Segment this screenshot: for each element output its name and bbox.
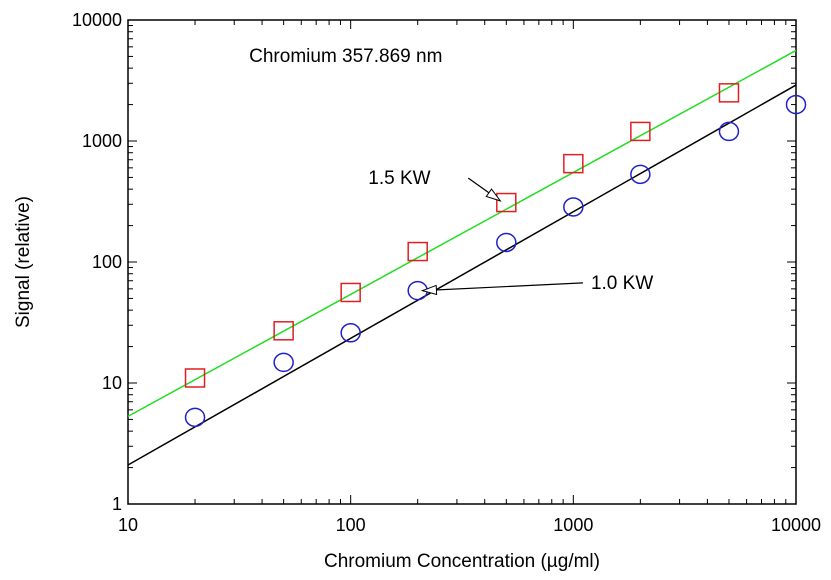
chart-annotation-text: Chromium 357.869 nm xyxy=(249,46,442,67)
square-marker xyxy=(273,321,294,341)
y-tick-label: 10 xyxy=(102,373,122,393)
x-tick-label: 10 xyxy=(118,515,138,535)
circle-marker xyxy=(563,197,584,217)
arrowhead-icon xyxy=(420,284,438,296)
x-tick-label: 10000 xyxy=(771,515,821,535)
y-tick-label: 100 xyxy=(92,252,122,272)
circle-marker xyxy=(340,323,361,343)
annotation-arrow xyxy=(422,282,583,292)
fit-line-1-0-kw xyxy=(127,84,797,466)
annotation-label: 1.0 KW xyxy=(591,273,653,294)
circle-marker xyxy=(496,232,517,253)
x-axis-title: Chromium Concentration (µg/ml) xyxy=(324,551,600,572)
square-marker xyxy=(496,192,517,213)
circle-marker xyxy=(785,94,807,115)
arrowhead-icon xyxy=(485,188,502,202)
data-points xyxy=(184,83,807,428)
annotations: Chromium 357.869 nm 1.5 KW 1.0 KW xyxy=(249,46,653,296)
circle-marker xyxy=(184,407,206,428)
annotation-label: 1.5 KW xyxy=(368,168,430,189)
y-tick-label: 1 xyxy=(112,494,122,514)
square-marker xyxy=(630,121,651,142)
square-marker xyxy=(340,282,361,303)
square-marker xyxy=(718,83,740,103)
y-tick-label: 10000 xyxy=(72,10,122,30)
square-marker xyxy=(184,368,206,388)
circle-marker xyxy=(718,121,740,142)
square-marker xyxy=(407,241,428,262)
y-axis-title: Signal (relative) xyxy=(13,196,34,328)
fit-line-1-5-kw xyxy=(127,49,797,418)
square-marker xyxy=(563,153,584,174)
x-tick-label: 100 xyxy=(336,515,366,535)
fit-lines xyxy=(127,49,797,466)
y-tick-label: 1000 xyxy=(82,131,122,151)
circle-marker xyxy=(630,164,651,185)
circle-marker xyxy=(273,352,294,373)
x-tick-label: 1000 xyxy=(553,515,593,535)
plot-frame xyxy=(127,19,797,505)
